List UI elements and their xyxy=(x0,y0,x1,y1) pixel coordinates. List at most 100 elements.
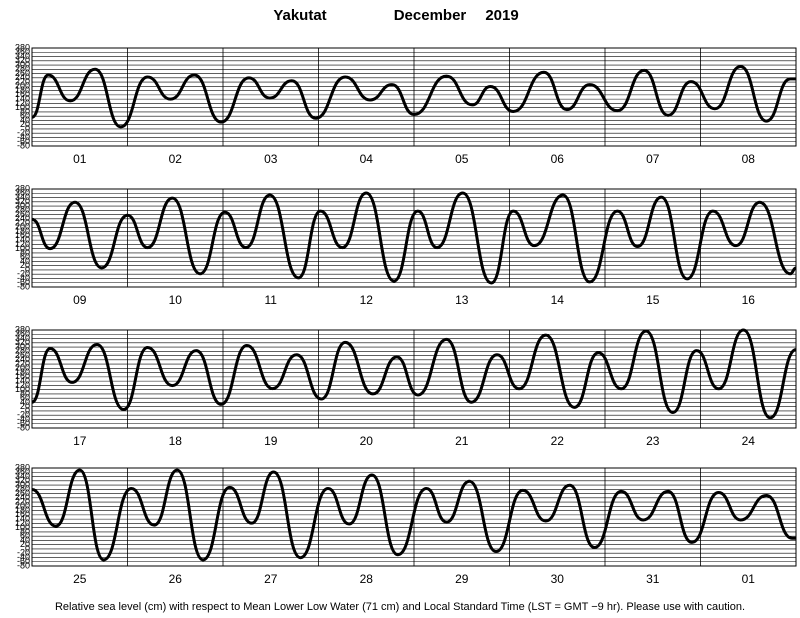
y-tick-label: 300 xyxy=(15,200,30,210)
y-tick-label: 200 xyxy=(15,501,30,511)
y-tick-label: 60 xyxy=(20,531,30,541)
y-tick-label: 20 xyxy=(20,119,30,129)
y-tick-label: 300 xyxy=(15,341,30,351)
y-tick-label: -80 xyxy=(17,281,30,291)
y-tick-label: 180 xyxy=(15,505,30,515)
y-tick-label: 380 xyxy=(15,183,30,193)
y-tick-label: 360 xyxy=(15,329,30,339)
y-tick-label: 320 xyxy=(15,196,30,206)
day-label: 01 xyxy=(742,572,756,586)
y-tick-label: 60 xyxy=(20,393,30,403)
y-tick-label: 40 xyxy=(20,535,30,545)
y-tick-label: 340 xyxy=(15,192,30,202)
day-label: 04 xyxy=(360,152,374,166)
year-title: 2019 xyxy=(485,7,518,24)
y-tick-label: 240 xyxy=(15,492,30,502)
day-label: 20 xyxy=(360,434,374,448)
y-tick-label: 120 xyxy=(15,239,30,249)
y-tick-label: 240 xyxy=(15,213,30,223)
y-tick-label: 60 xyxy=(20,252,30,262)
day-label: 09 xyxy=(73,293,87,307)
y-tick-label: 280 xyxy=(15,64,30,74)
y-tick-label: -60 xyxy=(17,136,30,146)
day-label: 12 xyxy=(360,293,374,307)
plot-frame xyxy=(31,188,797,288)
y-tick-label: -80 xyxy=(17,560,30,570)
y-tick-label: 120 xyxy=(15,380,30,390)
y-tick-label: 0 xyxy=(25,123,30,133)
y-tick-label: 200 xyxy=(15,81,30,91)
y-tick-label: 120 xyxy=(15,518,30,528)
y-tick-label: -60 xyxy=(17,418,30,428)
y-tick-label: 80 xyxy=(20,106,30,116)
y-tick-label: 280 xyxy=(15,205,30,215)
y-tick-label: 340 xyxy=(15,51,30,61)
y-tick-label: 100 xyxy=(15,243,30,253)
y-tick-label: 220 xyxy=(15,496,30,506)
day-label: 23 xyxy=(646,434,660,448)
y-tick-label: 200 xyxy=(15,222,30,232)
day-label: 05 xyxy=(455,152,469,166)
tide-curve xyxy=(31,191,797,285)
y-tick-label: 160 xyxy=(15,230,30,240)
y-tick-label: 0 xyxy=(25,543,30,553)
y-tick-label: 140 xyxy=(15,514,30,524)
day-label: 18 xyxy=(169,434,183,448)
y-tick-label: 160 xyxy=(15,89,30,99)
y-tick-label: 80 xyxy=(20,247,30,257)
y-tick-label: -80 xyxy=(17,422,30,432)
y-tick-label: -20 xyxy=(17,128,30,138)
y-tick-label: 40 xyxy=(20,256,30,266)
y-tick-label: 20 xyxy=(20,401,30,411)
month-title: December xyxy=(394,7,467,24)
y-tick-label: -80 xyxy=(17,140,30,150)
y-tick-label: 140 xyxy=(15,235,30,245)
y-tick-label: 240 xyxy=(15,354,30,364)
y-tick-label: 380 xyxy=(15,462,30,472)
plot-frame xyxy=(31,47,797,147)
day-label: 07 xyxy=(646,152,660,166)
y-tick-label: -20 xyxy=(17,269,30,279)
tide-curve xyxy=(31,468,796,562)
day-label: 19 xyxy=(264,434,278,448)
day-label: 01 xyxy=(73,152,87,166)
day-label: 29 xyxy=(455,572,469,586)
y-tick-label: 360 xyxy=(15,467,30,477)
y-tick-label: 220 xyxy=(15,358,30,368)
day-label: 02 xyxy=(169,152,183,166)
y-tick-label: -40 xyxy=(17,414,30,424)
y-tick-label: 0 xyxy=(25,264,30,274)
y-tick-label: -40 xyxy=(17,132,30,142)
y-tick-label: 140 xyxy=(15,94,30,104)
day-label: 17 xyxy=(73,434,87,448)
y-tick-label: 340 xyxy=(15,333,30,343)
y-tick-label: 40 xyxy=(20,115,30,125)
day-label: 30 xyxy=(551,572,565,586)
y-tick-label: 260 xyxy=(15,488,30,498)
day-label: 24 xyxy=(742,434,756,448)
plot-frame xyxy=(31,329,797,429)
y-tick-label: 300 xyxy=(15,59,30,69)
y-tick-label: 180 xyxy=(15,367,30,377)
y-tick-label: 260 xyxy=(15,350,30,360)
y-tick-label: 380 xyxy=(15,42,30,52)
y-tick-label: 120 xyxy=(15,98,30,108)
y-tick-label: 80 xyxy=(20,388,30,398)
day-label: 11 xyxy=(265,293,278,307)
day-label: 08 xyxy=(742,152,756,166)
station-title: Yakutat xyxy=(273,7,326,24)
y-tick-label: 260 xyxy=(15,68,30,78)
y-tick-label: 20 xyxy=(20,539,30,549)
y-tick-label: -40 xyxy=(17,552,30,562)
day-label: 27 xyxy=(264,572,278,586)
y-tick-label: 260 xyxy=(15,209,30,219)
y-tick-label: 320 xyxy=(15,55,30,65)
y-tick-label: 280 xyxy=(15,484,30,494)
y-tick-label: 360 xyxy=(15,47,30,57)
plot-frame xyxy=(31,467,797,567)
y-tick-label: 220 xyxy=(15,76,30,86)
y-tick-label: 160 xyxy=(15,509,30,519)
y-tick-label: 100 xyxy=(15,384,30,394)
